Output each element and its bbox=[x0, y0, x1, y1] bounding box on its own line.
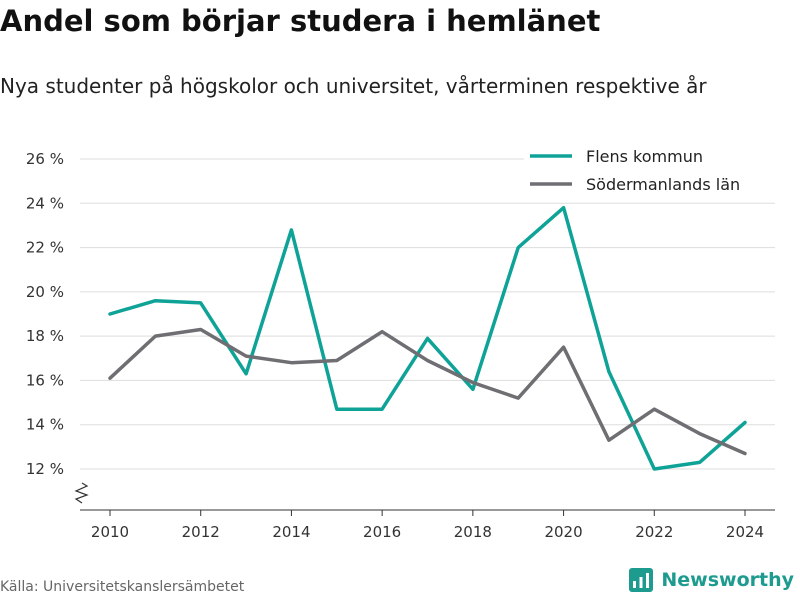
legend: Flens kommun Södermanlands län bbox=[524, 143, 776, 199]
newsworthy-logo-icon bbox=[629, 568, 654, 592]
legend-label: Flens kommun bbox=[586, 147, 703, 166]
y-tick-label: 20 % bbox=[26, 283, 64, 301]
y-tick-label: 16 % bbox=[26, 371, 64, 389]
x-tick-label: 2016 bbox=[363, 523, 401, 541]
y-tick-label: 24 % bbox=[26, 194, 64, 212]
line-chart: 12 % 14 % 16 % 18 % 20 % 22 % 24 % 26 % 2010 2012… bbox=[25, 143, 776, 541]
chart-subtitle: Nya studenter på högskolor och universit… bbox=[0, 74, 707, 98]
x-tick-label: 2022 bbox=[635, 523, 673, 541]
series-lines bbox=[108, 205, 747, 471]
chart-title: Andel som börjar studera i hemlänet bbox=[0, 4, 601, 38]
source-note: Källa: Universitetskanslersämbetet bbox=[0, 579, 245, 595]
brand-name: Newsworthy bbox=[661, 569, 794, 591]
y-tick-label: 26 % bbox=[26, 150, 64, 168]
y-tick-label: 22 % bbox=[26, 239, 64, 257]
series-line-sodermanlands-lan bbox=[108, 327, 747, 456]
x-tick-label: 2024 bbox=[726, 523, 764, 541]
y-tick-label: 12 % bbox=[26, 460, 64, 478]
x-tick-label: 2018 bbox=[454, 523, 492, 541]
axes: 12 % 14 % 16 % 18 % 20 % 22 % 24 % 26 % 2010 2012… bbox=[26, 150, 775, 541]
x-tick-label: 2012 bbox=[182, 523, 220, 541]
y-tick-label: 18 % bbox=[26, 327, 64, 345]
gridlines bbox=[80, 158, 775, 470]
brand: Newsworthy bbox=[629, 568, 794, 592]
x-tick-label: 2014 bbox=[272, 523, 310, 541]
x-tick-label: 2010 bbox=[91, 523, 129, 541]
legend-label: Södermanlands län bbox=[586, 175, 740, 194]
legend-background bbox=[524, 143, 776, 199]
series-line-flens-kommun bbox=[108, 205, 747, 471]
y-tick-label: 14 % bbox=[26, 416, 64, 434]
x-tick-label: 2020 bbox=[544, 523, 582, 541]
axis-break-icon bbox=[74, 482, 89, 504]
